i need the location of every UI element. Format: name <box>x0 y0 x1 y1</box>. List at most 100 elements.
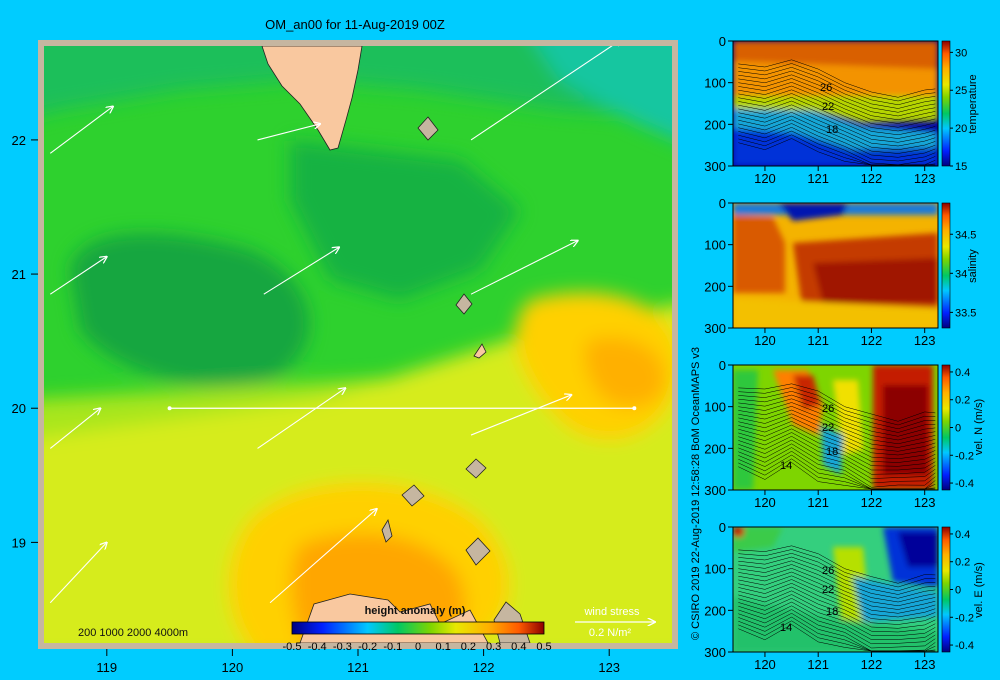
section-y-tick-label: 200 <box>704 279 726 294</box>
temperature-contour-22: 22 <box>822 101 834 113</box>
vel-n-frame <box>732 364 939 491</box>
contour-line <box>738 74 936 113</box>
vel-n-contour-26: 26 <box>822 403 834 415</box>
wind-vector <box>49 542 107 604</box>
height-colorbar-tick-label: 0 <box>415 641 421 653</box>
section-x-tick-label: 121 <box>807 657 829 672</box>
section-cbar-tick-label: 33.5 <box>955 307 976 319</box>
contour-line <box>738 115 936 154</box>
island-2 <box>455 293 473 315</box>
contour-line <box>738 605 936 645</box>
vel-n-contour-22: 22 <box>822 422 834 434</box>
map-y-tick-label: 21 <box>12 267 26 282</box>
contour-line <box>738 59 936 98</box>
salinity-field <box>733 203 938 328</box>
contour-line <box>738 97 936 136</box>
section-y-tick-label: 100 <box>704 400 726 415</box>
contour-line <box>738 590 936 629</box>
section-cbar-tick-label: 30 <box>955 47 967 59</box>
section-x-tick-label: 120 <box>754 171 776 186</box>
contour-line <box>738 568 936 607</box>
vel-e-contour-18: 18 <box>826 606 838 618</box>
contour-line <box>738 421 936 460</box>
contour-line <box>738 553 936 592</box>
island-5 <box>401 484 425 507</box>
section-x-tick-label: 121 <box>807 171 829 186</box>
contour-line <box>738 447 936 488</box>
wind-stress-label: wind stress <box>583 606 640 618</box>
contour-line <box>738 575 936 614</box>
map-field <box>44 46 672 643</box>
section-x-tick-label: 120 <box>754 495 776 510</box>
section-y-tick-label: 300 <box>704 321 726 336</box>
wind-vector <box>49 257 107 295</box>
vel-e-contour-14: 14 <box>780 622 792 634</box>
map-x-tick-label: 120 <box>222 660 244 675</box>
section-x-tick-label: 123 <box>914 171 936 186</box>
contour-line <box>738 598 936 637</box>
wind-scale-label: 0.2 N/m² <box>589 627 632 639</box>
section-y-tick-label: 200 <box>704 117 726 132</box>
contour-line <box>738 428 936 467</box>
contour-line <box>738 409 936 448</box>
contour-line <box>738 119 936 158</box>
height-colorbar <box>291 621 545 635</box>
section-cbar-tick-label: 0 <box>955 585 961 597</box>
contour-line <box>738 545 936 584</box>
wind-vector <box>257 388 346 449</box>
vel-e-contour-22: 22 <box>822 584 834 596</box>
contour-line <box>738 583 936 622</box>
salinity-colorbar <box>941 202 951 329</box>
section-end-marker <box>632 406 637 411</box>
map-y-tick-label: 22 <box>12 133 26 148</box>
temperature-colorbar <box>941 40 951 167</box>
section-y-tick-label: 200 <box>704 441 726 456</box>
section-y-tick-label: 0 <box>719 34 726 49</box>
contour-line <box>738 63 936 102</box>
temperature-contour-18: 18 <box>826 124 838 136</box>
map-x-tick-label: 122 <box>473 660 495 675</box>
section-x-tick-label: 121 <box>807 495 829 510</box>
section-y-tick-label: 300 <box>704 645 726 660</box>
contour-line <box>738 443 936 484</box>
section-x-tick-label: 123 <box>914 333 936 348</box>
contour-line <box>738 104 936 143</box>
section-cbar-tick-label: 0.2 <box>955 557 970 569</box>
height-colorbar-tick-label: 0.5 <box>536 641 551 653</box>
wind-stress-vectors <box>49 46 622 604</box>
island-1 <box>417 116 439 141</box>
map-y-tick-label: 20 <box>12 401 26 416</box>
colorbar-title: height anomaly (m) <box>365 605 466 617</box>
contour-line <box>738 383 936 422</box>
wind-vector <box>470 46 622 141</box>
contour-line <box>738 613 936 652</box>
vel-n-field <box>733 365 938 490</box>
contour-line <box>738 609 936 649</box>
contour-line <box>738 439 936 479</box>
height-anomaly-map: 119 120 121 122 123 22 21 20 19 200 1000 2000 40… <box>12 40 678 675</box>
section-cbar-tick-label: 25 <box>955 85 967 97</box>
height-colorbar-tick-label: -0.2 <box>358 641 377 653</box>
contour-line <box>738 387 936 426</box>
contour-line <box>738 406 936 445</box>
contour-line <box>738 424 936 463</box>
section-y-tick-label: 100 <box>704 562 726 577</box>
section-x-tick-label: 122 <box>861 657 883 672</box>
salinity-label: salinity <box>967 249 979 283</box>
wind-vector <box>49 106 113 154</box>
figure-title: OM_an00 for 11-Aug-2019 00Z <box>265 17 445 32</box>
contour-line <box>738 436 936 475</box>
section-cbar-tick-label: -0.2 <box>955 612 974 624</box>
contour-line <box>738 93 936 132</box>
height-colorbar-tick-label: -0.3 <box>333 641 352 653</box>
section-cbar-tick-label: 0.4 <box>955 367 970 379</box>
section-y-tick-label: 200 <box>704 603 726 618</box>
contour-line <box>738 85 936 124</box>
contour-line <box>738 571 936 610</box>
island-3 <box>473 343 487 359</box>
contour-line <box>738 108 936 147</box>
height-colorbar-tick-label: -0.1 <box>383 641 402 653</box>
temperature-field <box>733 41 938 166</box>
section-cbar-tick-label: 0.2 <box>955 395 970 407</box>
map-x-tick-label: 123 <box>598 660 620 675</box>
